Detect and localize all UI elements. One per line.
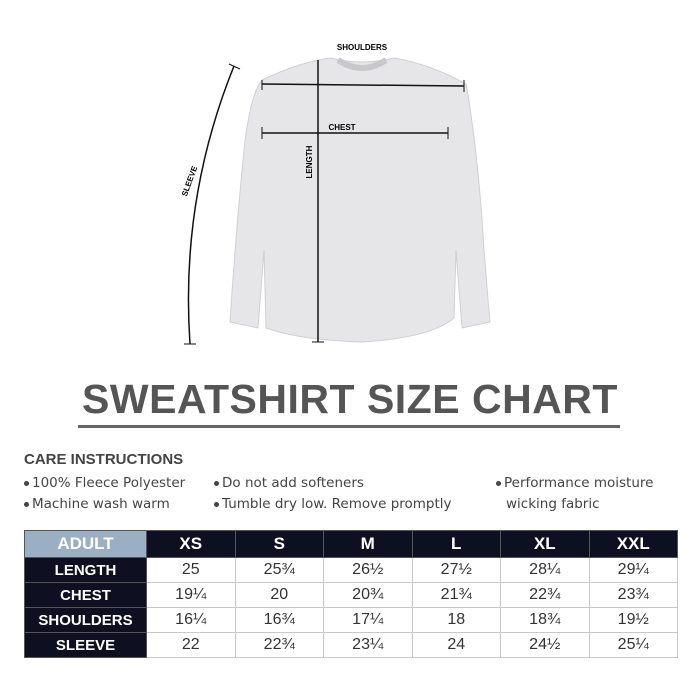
size-header: L (411, 530, 501, 558)
measurement-cell: 20¾ (323, 582, 413, 608)
measurement-cell: 25¼ (588, 632, 678, 658)
measurement-cell: 16¼ (146, 607, 236, 633)
measurement-cell: 17¼ (323, 607, 413, 633)
bullet-icon (24, 501, 29, 507)
bullet-icon (24, 480, 29, 486)
measurement-cell: 22¾ (500, 582, 590, 608)
measurement-cell: 18¾ (500, 607, 590, 633)
table-row: CHEST 19¼ 20 20¾ 21¾ 22¾ 23¾ (24, 582, 678, 608)
length-label: LENGTH (305, 145, 314, 178)
size-header: XXL (588, 530, 678, 558)
measurement-cell: 23¼ (323, 632, 413, 658)
sleeve-label: SLEEVE (180, 164, 199, 197)
shoulders-line (261, 83, 465, 87)
care-item: 100% Fleece Polyester (24, 475, 185, 491)
row-label: SLEEVE (24, 632, 147, 658)
measurement-cell: 18 (411, 607, 501, 633)
size-header: XS (146, 530, 236, 558)
care-item: wicking fabric (506, 496, 600, 512)
measurement-cell: 19¼ (146, 582, 236, 608)
bullet-icon (214, 480, 219, 486)
care-heading: CARE INSTRUCTIONS (24, 451, 184, 468)
care-item: Do not add softeners (214, 475, 364, 491)
bullet-icon (496, 480, 501, 486)
corner-cell: ADULT (24, 530, 147, 558)
measurement-cell: 23¾ (588, 582, 678, 608)
measurement-cell: 22¾ (234, 632, 324, 658)
measurement-cell: 26½ (323, 557, 413, 583)
measurement-cell: 24½ (500, 632, 590, 658)
size-header: S (234, 530, 324, 558)
row-label: CHEST (24, 582, 147, 608)
size-header: XL (500, 530, 590, 558)
care-item: Performance moisture (496, 475, 653, 491)
measurement-cell: 21¾ (411, 582, 501, 608)
row-label: LENGTH (24, 557, 147, 583)
measurement-cell: 28¼ (500, 557, 590, 583)
measurement-cell: 24 (411, 632, 501, 658)
collar (336, 57, 388, 71)
bullet-icon (214, 501, 219, 507)
size-table: ADULT XS S M L XL XXL LENGTH 25 25¾ 26½ 27½ 2… (24, 530, 678, 658)
chest-label: CHEST (328, 123, 355, 132)
measurement-cell: 29¼ (588, 557, 678, 583)
title-divider (78, 425, 620, 428)
measurement-cell: 25 (146, 557, 236, 583)
measurement-cell: 22 (146, 632, 236, 658)
measurement-cell: 27½ (411, 557, 501, 583)
care-item: Tumble dry low. Remove promptly (214, 496, 452, 512)
sweatshirt-diagram: SHOULDERS CHEST LENGTH SLEEVE (180, 43, 491, 345)
shoulders-label: SHOULDERS (337, 43, 388, 52)
table-row: SHOULDERS 16¼ 16¾ 17¼ 18 18¾ 19½ (24, 607, 678, 633)
care-item: Machine wash warm (24, 496, 170, 512)
row-label: SHOULDERS (24, 607, 147, 633)
measurement-cell: 20 (234, 582, 324, 608)
measurement-cell: 16¾ (234, 607, 324, 633)
table-header-row: ADULT XS S M L XL XXL (24, 530, 678, 558)
sleeve-line (187, 65, 235, 345)
table-row: SLEEVE 22 22¾ 23¼ 24 24½ 25¼ (24, 632, 678, 658)
measurement-cell: 19½ (588, 607, 678, 633)
table-row: LENGTH 25 25¾ 26½ 27½ 28¼ 29¼ (24, 557, 678, 583)
sweatshirt-illustration (229, 57, 491, 343)
page-title: SWEATSHIRT SIZE CHART (82, 376, 618, 422)
measurement-cell: 25¾ (234, 557, 324, 583)
size-header: M (323, 530, 413, 558)
